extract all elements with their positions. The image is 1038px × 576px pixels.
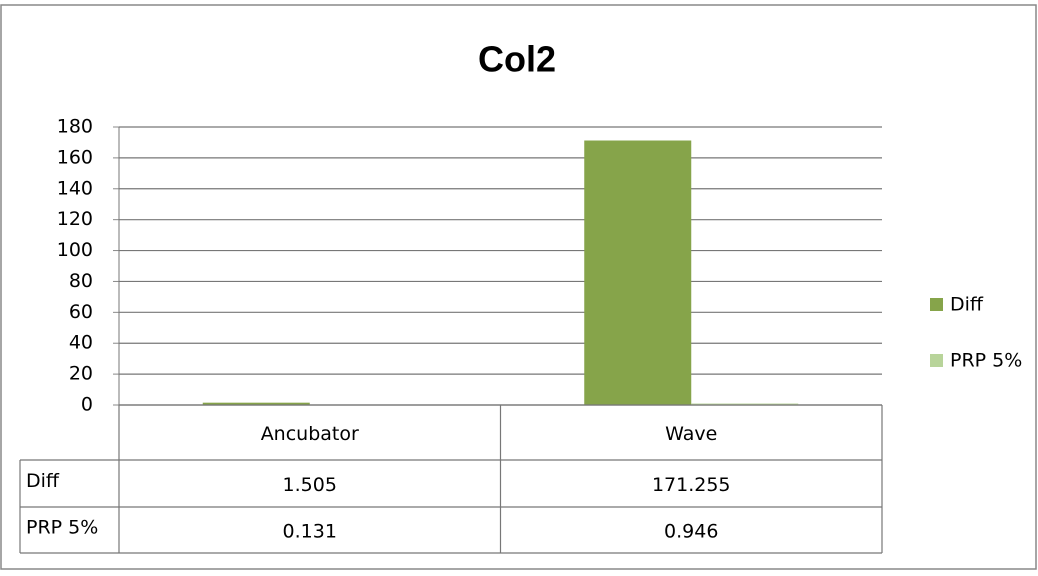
y-tick-label: 80 [69,270,93,292]
y-tick-label: 180 [57,116,93,138]
table-value: 171.255 [652,474,731,496]
y-tick-label: 160 [57,146,93,168]
y-tick-label: 140 [57,177,93,199]
x-tick-label: Ancubator [261,423,359,445]
table-row-label: Diff [26,470,60,492]
table-value: 0.946 [664,521,718,543]
table-value: 1.505 [283,474,337,496]
legend-swatch [930,354,943,367]
bar [584,140,692,405]
y-tick-label: 20 [69,363,93,385]
legend-swatch [930,298,943,311]
x-tick-label: Wave [665,423,717,445]
bar [202,402,310,405]
legend-label: PRP 5% [950,350,1022,372]
bar [691,403,799,405]
table-row-label: PRP 5% [26,517,98,539]
legend-label: Diff [950,294,984,316]
y-tick-label: 120 [57,208,93,230]
chart-border [0,4,1037,570]
chart-title: Col2 [478,39,556,80]
y-tick-label: 100 [57,239,93,261]
y-tick-label: 0 [81,394,93,416]
table-value: 0.131 [283,521,337,543]
y-tick-label: 40 [69,332,93,354]
y-tick-label: 60 [69,301,93,323]
